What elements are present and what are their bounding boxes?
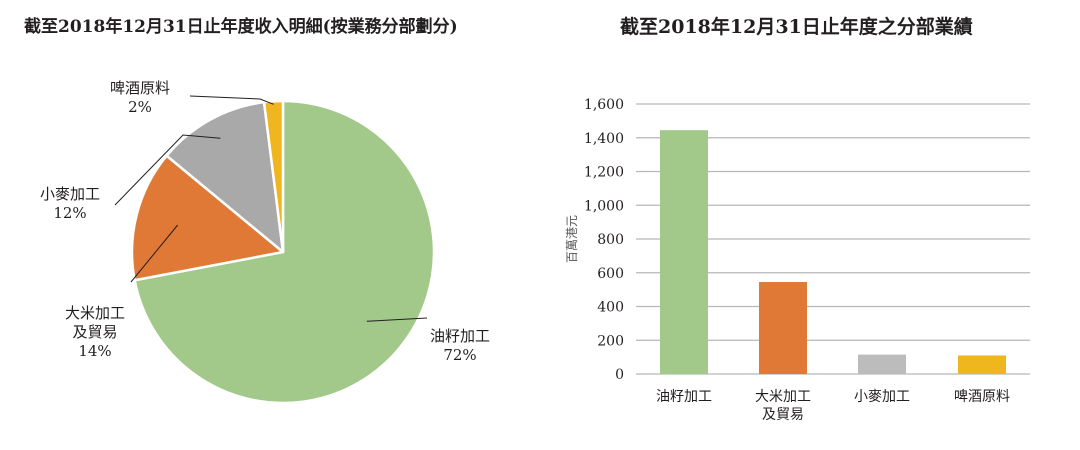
bar-ytick-label: 0 <box>615 367 624 383</box>
pie-label: 2% <box>128 98 152 116</box>
bar-ytick-label: 1,200 <box>584 165 624 181</box>
bar-rect <box>759 282 807 374</box>
pie-slice <box>133 99 436 405</box>
bar-ytick-label: 1,600 <box>584 97 624 113</box>
pie-leader-line <box>366 317 428 322</box>
bar-xtick-label: 大米加工 <box>755 389 811 405</box>
pie-label: 72% <box>443 346 476 364</box>
bar-xtick-label: 油籽加工 <box>656 389 712 405</box>
bar-chart-title: 截至2018年12月31日止年度之分部業績 <box>620 16 973 38</box>
pie-label: 小麥加工 <box>40 185 100 203</box>
pie-slice <box>262 99 285 254</box>
pie-leader-line <box>130 224 179 283</box>
bar-ytick-label: 600 <box>597 266 624 282</box>
pie-label: 及貿易 <box>72 323 117 341</box>
bar-ytick-label: 1,400 <box>584 131 624 147</box>
bar-xtick-label: 及貿易 <box>762 407 804 423</box>
pie-chart-title: 截至2018年12月31日止年度收入明細(按業務分部劃分) <box>24 17 458 37</box>
bar-ytick-label: 1,000 <box>584 198 624 214</box>
bar-ytick-label: 200 <box>597 333 624 349</box>
pie-label: 大米加工 <box>65 304 125 322</box>
pie-leader-line <box>114 134 221 206</box>
bar-rect <box>858 354 906 374</box>
bar-ytick-label: 400 <box>597 300 624 316</box>
bar-xtick-label: 小麥加工 <box>854 389 910 405</box>
bar-rect <box>660 130 708 374</box>
bar-ytick-label: 800 <box>597 232 624 248</box>
pie-slice <box>165 100 285 254</box>
bar-rect <box>958 355 1006 374</box>
pie-label: 14% <box>78 342 111 360</box>
bar-ylabel: 百萬港元 <box>565 215 579 263</box>
bar-xtick-label: 啤酒原料 <box>954 389 1010 405</box>
pie-leader-line <box>189 95 274 105</box>
pie-label: 啤酒原料 <box>110 79 170 97</box>
pie-slice <box>130 154 285 282</box>
pie-label: 12% <box>53 204 86 222</box>
pie-label: 油籽加工 <box>430 327 490 345</box>
